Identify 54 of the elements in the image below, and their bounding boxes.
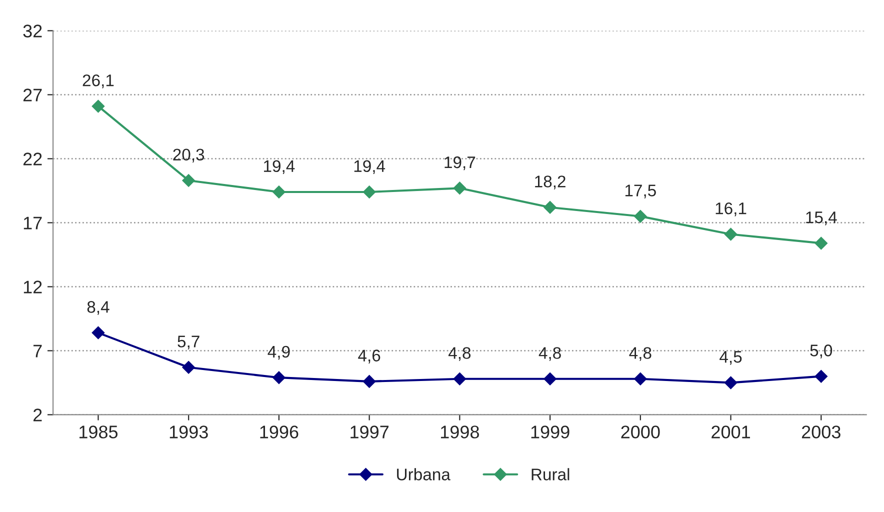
- point: [272, 371, 286, 384]
- x-tick-label: 1996: [260, 426, 298, 438]
- point: [453, 372, 466, 386]
- x-tick-label: 2001: [712, 426, 750, 438]
- data-label: 4,5: [720, 351, 742, 365]
- y-tick-label: 2: [33, 408, 42, 422]
- x-tick-label: 1999: [531, 426, 570, 438]
- point: [182, 174, 195, 187]
- data-label: 4,6: [358, 350, 380, 364]
- data-label: 19,4: [264, 160, 295, 174]
- data-label: 4,8: [538, 347, 561, 361]
- data-label: 19,4: [354, 160, 386, 174]
- point: [362, 186, 376, 198]
- y-tick-label: 17: [24, 216, 42, 230]
- point: [634, 372, 647, 386]
- point: [814, 236, 828, 250]
- point: [724, 228, 738, 241]
- data-label: 5,7: [178, 336, 200, 350]
- point: [182, 360, 195, 374]
- x-tick-label: 1998: [440, 426, 479, 438]
- point: [724, 376, 738, 390]
- x-tick-label: 1985: [80, 426, 118, 438]
- y-tick-label: 7: [34, 344, 42, 358]
- y-tick-label: 32: [23, 24, 42, 38]
- point: [272, 186, 286, 198]
- x-tick-label: 1993: [170, 426, 208, 438]
- data-label: 19,7: [444, 156, 476, 170]
- data-label: 18,2: [535, 176, 566, 190]
- data-label: 15,4: [806, 212, 837, 226]
- data-label: 20,3: [173, 148, 204, 162]
- legend-label: Urbana: [397, 468, 450, 480]
- point: [362, 375, 376, 388]
- data-label: 17,5: [625, 184, 656, 198]
- y-tick-label: 12: [24, 280, 42, 294]
- point: [544, 200, 556, 214]
- data-label: 4,8: [448, 347, 471, 361]
- point: [453, 182, 466, 195]
- data-label: 4,9: [268, 346, 290, 360]
- x-tick-label: 1997: [350, 426, 388, 438]
- point: [634, 210, 647, 223]
- data-label: 8,4: [87, 301, 110, 315]
- x-tick-label: 2003: [802, 426, 840, 438]
- data-label: 5,0: [810, 344, 832, 358]
- point: [544, 372, 556, 386]
- data-label: 26,1: [82, 74, 114, 88]
- y-tick-label: 27: [23, 88, 42, 102]
- data-label: 16,1: [716, 202, 746, 216]
- point: [92, 100, 105, 113]
- y-tick-label: 22: [23, 152, 42, 166]
- data-label: 4,8: [629, 347, 652, 361]
- point: [814, 370, 828, 383]
- x-tick-label: 2000: [621, 426, 660, 438]
- point: [92, 326, 105, 340]
- legend-label: Rural: [532, 468, 570, 480]
